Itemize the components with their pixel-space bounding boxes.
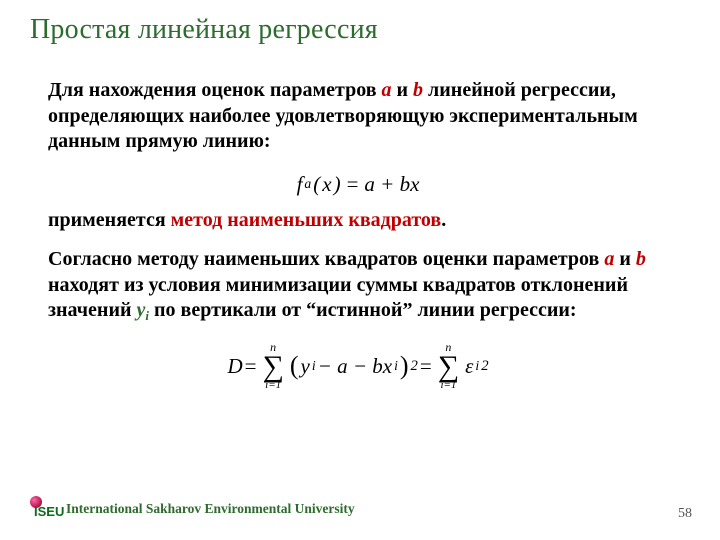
eq2-eps: ε <box>465 353 473 380</box>
eq2-exp1: 2 <box>411 357 418 376</box>
equation-1: fa (x) = a + bx <box>48 171 668 198</box>
p1-pre: Для нахождения оценок параметров <box>48 79 382 101</box>
eq1-equals: = <box>347 171 359 198</box>
paragraph-3: Согласно методу наименьших квадратов оце… <box>48 247 668 325</box>
eq1-open: ( <box>313 171 320 198</box>
page-number: 58 <box>678 506 692 522</box>
footer: ISEU International Sakharov Environmenta… <box>30 496 355 522</box>
university-name: International Sakharov Environmental Uni… <box>66 501 355 517</box>
p2-post: . <box>441 209 446 231</box>
param-a-2: a <box>604 248 614 270</box>
logo-icon: ISEU <box>30 496 56 522</box>
paragraph-2: применяется метод наименьших квадратов. <box>48 208 668 234</box>
equation-2: D = n ∑ i=1 ( yi − a − bxi )2 = n ∑ i=1 … <box>48 341 668 391</box>
eq1-fsub: a <box>304 175 311 192</box>
paragraph-1: Для нахождения оценок параметров a и b л… <box>48 78 668 155</box>
eq2-equals1: = <box>245 353 257 380</box>
p3-pre: Согласно методу наименьших квадратов оце… <box>48 248 604 270</box>
eq1-x: x <box>322 171 331 198</box>
eq1-f: f <box>297 171 303 198</box>
p1-and1: и <box>392 79 414 101</box>
eq2-exp2: 2 <box>481 357 488 376</box>
slide-title: Простая линейная регрессия <box>30 14 378 46</box>
eq2-xi: i <box>394 357 398 374</box>
eq2-sum2: n ∑ i=1 <box>438 341 459 391</box>
sigma-icon-2: ∑ <box>438 353 459 380</box>
eq2-epsi: i <box>475 357 479 374</box>
eq1-close: ) <box>334 171 341 198</box>
eq1-row: fa (x) = a + bx <box>297 171 420 198</box>
eq2-equals2: = <box>420 353 432 380</box>
p3-post: по вертикали от “истинной” линии регресс… <box>149 299 577 321</box>
eq1-rhs: a + bx <box>364 171 419 198</box>
sigma-icon: ∑ <box>262 353 283 380</box>
p2-pre: применяется <box>48 209 171 231</box>
body-text: Для нахождения оценок параметров a и b л… <box>48 78 668 401</box>
eq2-sum1-lb: i=1 <box>265 380 281 391</box>
eq2-rparen1: ) <box>400 349 409 382</box>
eq2-yi: i <box>312 357 316 374</box>
eq2-sum1: n ∑ i=1 <box>262 341 283 391</box>
eq2-D: D <box>227 353 242 380</box>
slide: Простая линейная регрессия Для нахождени… <box>0 0 720 540</box>
p3-and: и <box>614 248 636 270</box>
eq2-lparen1: ( <box>290 349 299 382</box>
eq2-sum2-lb: i=1 <box>440 380 456 391</box>
eq2-mid: − a − bx <box>318 353 392 380</box>
eq2-row: D = n ∑ i=1 ( yi − a − bxi )2 = n ∑ i=1 … <box>227 341 488 391</box>
param-b-2: b <box>636 248 646 270</box>
p2-highlight: метод наименьших квадратов <box>171 209 442 231</box>
param-b: b <box>413 79 423 101</box>
logo-text: ISEU <box>34 505 64 518</box>
param-a: a <box>382 79 392 101</box>
eq2-y: y <box>301 353 310 380</box>
